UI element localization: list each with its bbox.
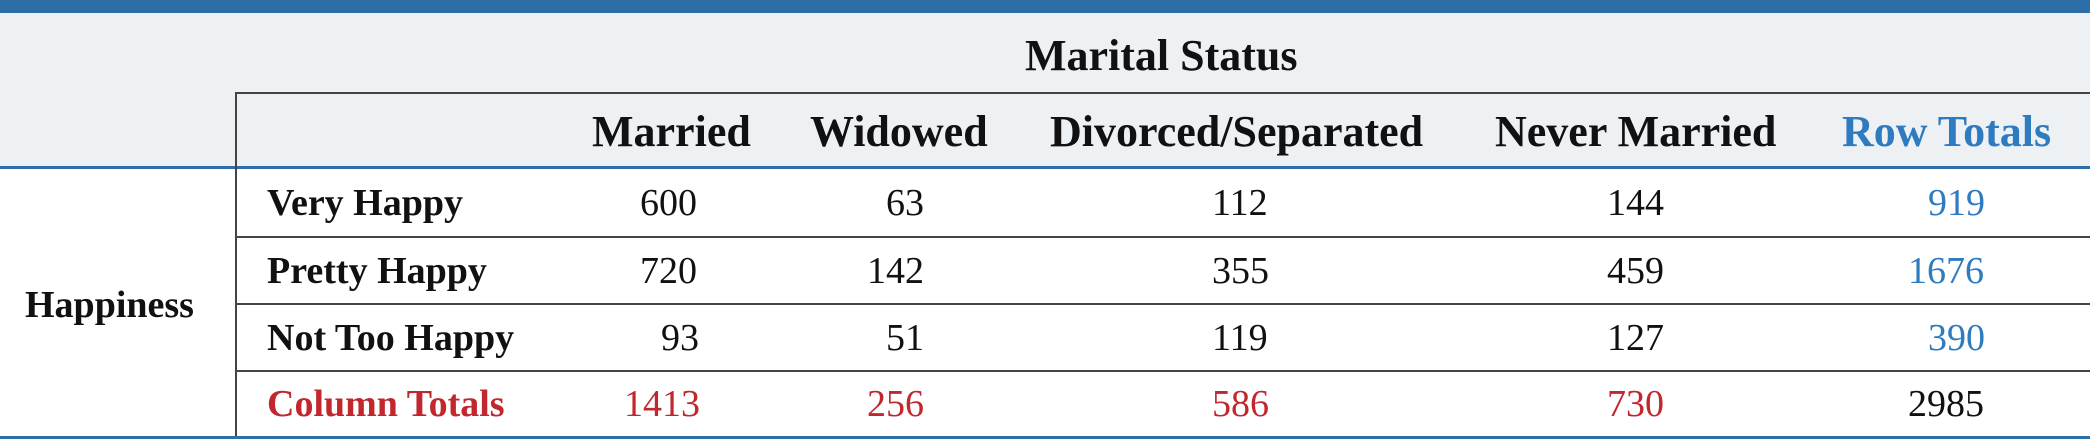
header-band (0, 13, 2090, 168)
column-header-never-married: Never Married (1495, 106, 1777, 156)
row-separator (236, 303, 2090, 305)
cell-pretty-happy-divorced: 355 (1212, 250, 1269, 292)
cell-column-total-married: 1413 (624, 383, 700, 425)
row-label-column-totals: Column Totals (267, 383, 505, 425)
cell-not-too-happy-widowed: 51 (886, 317, 924, 359)
row-label-not-too-happy: Not Too Happy (267, 317, 515, 359)
cell-column-total-never-married: 730 (1607, 383, 1664, 425)
group-header-marital-status: Marital Status (1025, 30, 1298, 80)
cell-column-total-divorced: 586 (1212, 383, 1269, 425)
cell-pretty-happy-married: 720 (640, 250, 697, 292)
cell-pretty-happy-never-married: 459 (1607, 250, 1664, 292)
column-header-row-totals: Row Totals (1842, 106, 2052, 156)
row-group-happiness: Happiness (25, 284, 194, 326)
cell-not-too-happy-never-married: 127 (1607, 317, 1664, 359)
row-separator (236, 236, 2090, 238)
cell-pretty-happy-widowed: 142 (867, 250, 924, 292)
row-group-separator (235, 92, 237, 436)
cell-very-happy-married: 600 (640, 182, 697, 224)
cell-not-too-happy-married: 93 (661, 317, 699, 359)
row-label-pretty-happy: Pretty Happy (267, 250, 487, 292)
row-label-very-happy: Very Happy (267, 182, 464, 224)
cell-pretty-happy-row-total: 1676 (1908, 250, 1984, 292)
row-separator (236, 370, 2090, 372)
cell-very-happy-row-total: 919 (1928, 182, 1985, 224)
header-top-rule (236, 92, 2090, 94)
column-header-divorced-separated: Divorced/Separated (1050, 106, 1424, 156)
table-bottom-rule (0, 436, 2090, 439)
cell-not-too-happy-row-total: 390 (1928, 317, 1985, 359)
top-accent-bar (0, 0, 2090, 13)
column-header-married: Married (592, 106, 751, 156)
cell-very-happy-widowed: 63 (886, 182, 924, 224)
cell-very-happy-never-married: 144 (1607, 182, 1664, 224)
header-bottom-rule (0, 166, 2090, 169)
cell-very-happy-divorced: 112 (1212, 182, 1268, 224)
column-header-widowed: Widowed (810, 106, 988, 156)
cell-column-total-widowed: 256 (867, 383, 924, 425)
cell-not-too-happy-divorced: 119 (1212, 317, 1268, 359)
cell-grand-total: 2985 (1908, 383, 1984, 425)
